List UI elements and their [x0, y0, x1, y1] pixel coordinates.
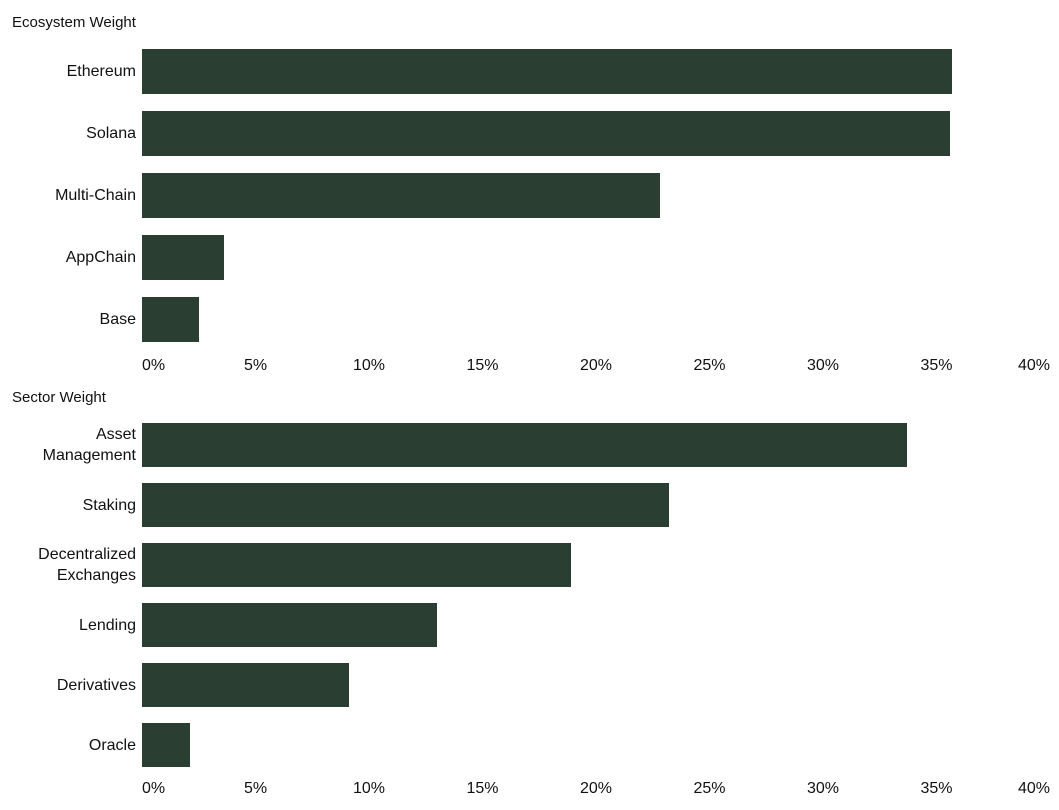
category-label: Derivatives — [56, 676, 136, 694]
x-tick-label: 20% — [579, 357, 613, 374]
category-label: Solana — [86, 125, 136, 142]
x-tick-label: 40% — [1017, 357, 1050, 374]
x-tick-label: 30% — [806, 780, 840, 797]
x-tick-label: 5% — [243, 780, 268, 797]
x-tick-label: 25% — [693, 357, 726, 374]
x-tick-label: 5% — [243, 357, 268, 374]
category-label: Decentralized Exchanges — [38, 546, 136, 584]
category-label: Asset Management — [42, 426, 136, 464]
category-label: Oracle — [88, 736, 136, 754]
x-tick-label: 15% — [466, 357, 499, 374]
x-tick-label: 10% — [352, 780, 386, 797]
x-tick-label: 35% — [920, 780, 953, 797]
bar — [142, 483, 669, 527]
category-label: Lending — [79, 616, 136, 634]
bar — [142, 663, 349, 707]
bar — [142, 297, 199, 342]
x-tick-label: 0% — [142, 780, 166, 797]
bar — [142, 543, 572, 587]
x-tick-label: 10% — [352, 357, 386, 374]
bar — [142, 235, 224, 280]
category-label: Base — [99, 311, 136, 328]
x-tick-label: 25% — [693, 780, 726, 797]
category-label: AppChain — [65, 249, 136, 266]
category-label: Ethereum — [66, 63, 136, 80]
category-label: Multi-Chain — [55, 187, 136, 204]
x-tick-label: 35% — [920, 357, 953, 374]
x-tick-label: 40% — [1017, 780, 1050, 797]
bar — [142, 111, 951, 156]
bar — [142, 723, 190, 767]
bar — [142, 173, 660, 218]
bar — [142, 49, 953, 94]
bar — [142, 603, 438, 647]
x-tick-label: 15% — [466, 780, 499, 797]
x-tick-label: 30% — [806, 357, 840, 374]
category-label: Staking — [82, 496, 136, 514]
x-tick-label: 0% — [142, 357, 166, 374]
x-tick-label: 20% — [579, 780, 613, 797]
bar — [142, 423, 907, 467]
chart-title: Sector Weight — [12, 389, 106, 406]
chart-title: Ecosystem Weight — [12, 14, 136, 31]
